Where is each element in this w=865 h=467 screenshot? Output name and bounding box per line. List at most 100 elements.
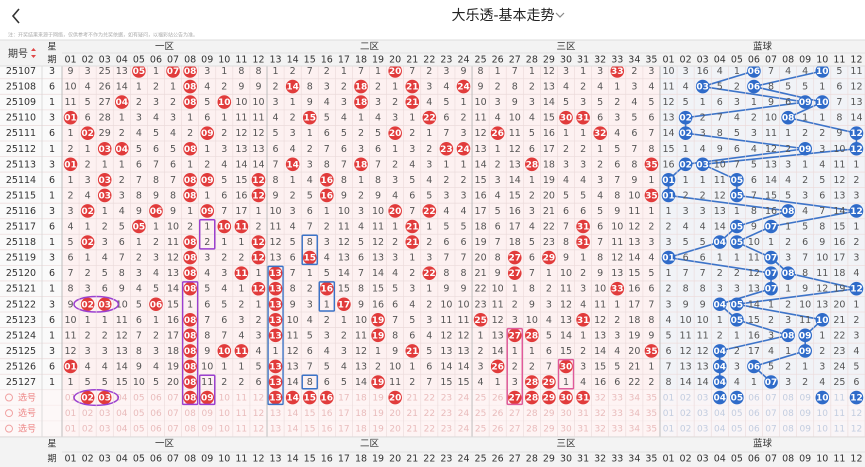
miss-count: 2 xyxy=(119,128,125,139)
miss-count: 15 xyxy=(116,377,128,388)
hit-ball xyxy=(183,375,197,389)
miss-count: 11 xyxy=(628,206,640,217)
miss-count: 2 xyxy=(153,82,159,93)
hit-ball xyxy=(712,375,727,389)
miss-count: 7 xyxy=(546,361,552,372)
miss-count: 1 xyxy=(85,315,91,326)
hit-number: 02 xyxy=(81,129,94,139)
miss-count: 9 xyxy=(341,190,347,201)
miss-count: 2 xyxy=(170,97,176,108)
hit-number: 27 xyxy=(508,254,521,264)
page-title[interactable]: 大乐透-基本走势 xyxy=(451,7,554,24)
miss-count: 14 xyxy=(594,346,606,357)
miss-count: 8 xyxy=(478,66,484,77)
miss-count: 11 xyxy=(389,377,401,388)
miss-count: 22 xyxy=(543,222,555,233)
number-header: 10 xyxy=(816,454,828,465)
weekday: 3 xyxy=(49,299,55,310)
pick-number: 07 xyxy=(167,409,178,419)
miss-count: 14 xyxy=(765,175,777,186)
miss-count: 7 xyxy=(443,253,449,264)
pick-ball xyxy=(320,390,334,405)
miss-count: 3 xyxy=(768,330,774,341)
hit-number: 19 xyxy=(372,378,385,388)
miss-count: 10 xyxy=(833,144,845,155)
miss-count: 3 xyxy=(597,66,603,77)
hit-ball xyxy=(525,157,539,172)
hit-ball xyxy=(610,66,625,78)
miss-count: 4 xyxy=(238,330,244,341)
hit-number: 04 xyxy=(714,378,727,388)
hit-ball xyxy=(781,328,795,343)
number-header: 28 xyxy=(526,454,538,465)
pick-number: 07 xyxy=(167,394,178,404)
number-header: 19 xyxy=(372,454,384,465)
miss-count: 18 xyxy=(543,159,555,170)
miss-count: 7 xyxy=(341,159,347,170)
issue-number: 25121 xyxy=(6,284,36,295)
front-bg xyxy=(62,66,660,437)
miss-count: 6 xyxy=(273,144,279,155)
miss-count: 6 xyxy=(409,190,415,201)
miss-count: 8 xyxy=(153,175,159,186)
back-button[interactable] xyxy=(11,8,20,24)
miss-count: 11 xyxy=(594,299,606,310)
hit-ball xyxy=(815,95,830,109)
hit-number: 05 xyxy=(731,316,744,326)
hit-number: 08 xyxy=(782,331,795,341)
miss-count: 9 xyxy=(375,190,381,201)
miss-count: 14 xyxy=(116,82,128,93)
miss-count: 1 xyxy=(751,97,757,108)
miss-count: 1 xyxy=(512,284,518,295)
miss-count: 2 xyxy=(119,175,125,186)
miss-count: 7 xyxy=(460,253,466,264)
miss-count: 2 xyxy=(273,82,279,93)
hit-ball xyxy=(730,313,744,327)
miss-count: 12 xyxy=(833,175,845,186)
pick-number: 28 xyxy=(526,425,538,435)
pick-number: 12 xyxy=(850,394,863,404)
hit-number: 12 xyxy=(850,129,863,139)
miss-count: 9 xyxy=(136,206,142,217)
miss-count: 13 xyxy=(697,361,709,372)
miss-count: 10 xyxy=(287,315,299,326)
hit-number: 11 xyxy=(235,223,248,233)
miss-count: 5 xyxy=(785,190,791,201)
miss-count: 2 xyxy=(580,268,586,279)
miss-count: 14 xyxy=(628,253,640,264)
miss-count: 1 xyxy=(409,113,415,124)
hit-ball xyxy=(764,250,778,265)
miss-count: 7 xyxy=(665,361,671,372)
hit-number: 08 xyxy=(184,378,197,388)
miss-count: 2 xyxy=(358,128,364,139)
miss-count: 2 xyxy=(307,144,313,155)
hit-ball xyxy=(388,126,402,140)
hit-number: 24 xyxy=(457,83,470,93)
miss-count: 5 xyxy=(221,175,227,186)
miss-count: 3 xyxy=(255,330,261,341)
miss-count: 3 xyxy=(426,315,432,326)
miss-count: 22 xyxy=(475,284,487,295)
hit-ball xyxy=(644,188,659,203)
hit-number: 27 xyxy=(508,331,521,341)
pick-number: 25 xyxy=(475,425,486,435)
pick-number: 09 xyxy=(799,394,811,404)
miss-count: 3 xyxy=(324,330,330,341)
week-header: 星 xyxy=(47,439,56,450)
miss-count: 2 xyxy=(136,97,142,108)
hit-number: 08 xyxy=(184,269,197,279)
miss-count: 14 xyxy=(287,377,299,388)
miss-count: 2 xyxy=(409,128,415,139)
pick-number: 10 xyxy=(817,425,829,435)
hit-ball xyxy=(678,110,693,125)
miss-count: 9 xyxy=(307,97,313,108)
miss-count: 2 xyxy=(153,330,159,341)
miss-count: 18 xyxy=(833,268,845,279)
miss-count: 8 xyxy=(648,315,654,326)
title-dropdown[interactable] xyxy=(555,12,565,18)
pick-number: 09 xyxy=(201,409,213,419)
miss-count: 6 xyxy=(665,346,671,357)
miss-count: 5 xyxy=(683,237,689,248)
weekday: 1 xyxy=(49,237,55,248)
